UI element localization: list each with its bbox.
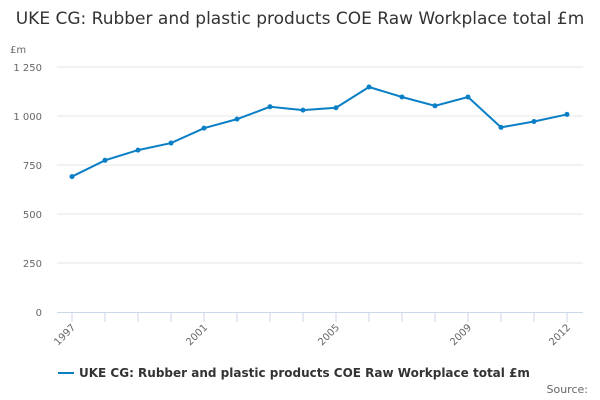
- series-line: [71, 85, 568, 178]
- data-point: [135, 147, 141, 153]
- data-point: [69, 174, 75, 180]
- y-tick-label: 1 250: [13, 63, 42, 74]
- data-point: [399, 94, 405, 100]
- y-tick-label: 250: [23, 259, 42, 270]
- y-tick-label: 1 000: [13, 112, 42, 123]
- legend-line-icon: [58, 372, 74, 374]
- data-point: [168, 140, 174, 146]
- x-tick-label: 2012: [547, 322, 573, 348]
- data-point: [234, 116, 240, 122]
- y-tick-label: 500: [23, 210, 42, 221]
- data-point: [333, 105, 339, 111]
- y-axis-label: £m: [10, 45, 27, 56]
- data-point: [102, 157, 108, 163]
- x-tick-label: 2009: [448, 322, 474, 348]
- legend-label: UKE CG: Rubber and plastic products COE …: [79, 366, 530, 380]
- y-tick-label: 750: [23, 161, 42, 172]
- source-label: Source:: [546, 383, 589, 396]
- x-tick-label: 2001: [184, 322, 210, 348]
- x-tick-label: 1997: [52, 322, 78, 348]
- x-tick-label: 2005: [316, 322, 342, 348]
- data-point: [432, 103, 438, 109]
- data-point: [564, 111, 570, 117]
- y-tick-label: 0: [36, 308, 42, 319]
- data-point: [498, 124, 504, 130]
- data-point: [531, 118, 537, 124]
- legend-item[interactable]: UKE CG: Rubber and plastic products COE …: [58, 366, 530, 380]
- data-point: [300, 107, 306, 113]
- data-point: [366, 84, 372, 90]
- chart-title: UKE CG: Rubber and plastic products COE …: [15, 9, 585, 29]
- data-point: [201, 125, 207, 131]
- data-point: [465, 94, 471, 100]
- data-point: [267, 104, 273, 110]
